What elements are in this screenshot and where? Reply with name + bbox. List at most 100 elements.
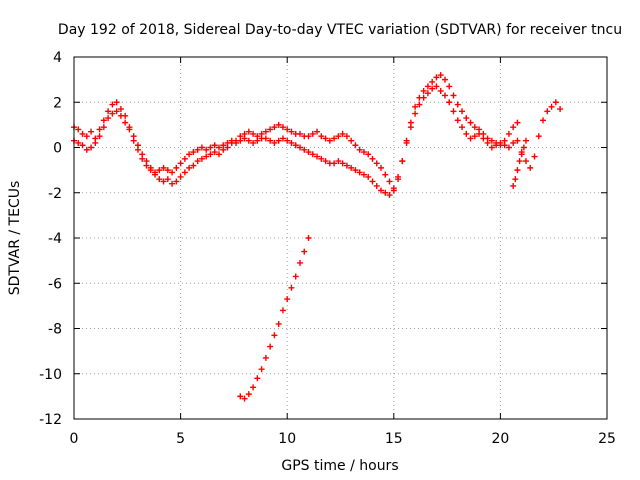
data-point bbox=[122, 119, 129, 126]
y-tick-label: -4 bbox=[48, 231, 62, 247]
data-point bbox=[177, 173, 184, 180]
data-point bbox=[429, 78, 436, 85]
data-point bbox=[450, 108, 457, 115]
data-point bbox=[190, 149, 197, 156]
data-point bbox=[360, 149, 367, 156]
data-point bbox=[512, 176, 519, 183]
data-point bbox=[100, 117, 107, 124]
data-point bbox=[83, 133, 90, 140]
data-point bbox=[288, 284, 295, 291]
data-point bbox=[514, 137, 521, 144]
data-point bbox=[284, 296, 291, 303]
data-point bbox=[233, 139, 240, 146]
data-point bbox=[352, 142, 359, 149]
data-point bbox=[88, 144, 95, 151]
data-point bbox=[395, 173, 402, 180]
data-point bbox=[441, 76, 448, 83]
x-tick-label: 10 bbox=[278, 431, 296, 447]
data-point bbox=[288, 128, 295, 135]
data-point bbox=[373, 160, 380, 167]
data-point bbox=[271, 124, 278, 131]
data-point bbox=[301, 146, 308, 153]
data-point bbox=[237, 137, 244, 144]
data-point bbox=[96, 126, 103, 133]
data-point bbox=[420, 94, 427, 101]
y-tick-label: -8 bbox=[48, 322, 62, 338]
data-point bbox=[228, 137, 235, 144]
data-point bbox=[343, 162, 350, 169]
data-point bbox=[488, 144, 495, 151]
x-tick-labels: 0 5 10 15 20 25 bbox=[70, 431, 616, 447]
grid bbox=[74, 57, 607, 419]
data-point bbox=[160, 178, 167, 185]
data-point bbox=[96, 133, 103, 140]
data-point bbox=[314, 128, 321, 135]
data-point bbox=[420, 87, 427, 94]
data-point bbox=[488, 137, 495, 144]
data-point bbox=[433, 83, 440, 90]
data-point bbox=[156, 167, 163, 174]
data-point bbox=[279, 307, 286, 314]
data-point bbox=[262, 354, 269, 361]
data-point bbox=[245, 391, 252, 398]
data-point bbox=[181, 155, 188, 162]
y-tick-label: -6 bbox=[48, 276, 62, 292]
data-point bbox=[126, 126, 133, 133]
y-tick-labels: -12 -10 -8 -6 -4 -2 0 2 4 bbox=[39, 50, 62, 428]
data-point bbox=[522, 137, 529, 144]
data-point bbox=[105, 115, 112, 122]
data-point bbox=[505, 130, 512, 137]
data-point bbox=[292, 273, 299, 280]
data-point bbox=[288, 139, 295, 146]
data-point bbox=[369, 178, 376, 185]
data-point bbox=[548, 103, 555, 110]
data-point bbox=[339, 160, 346, 167]
data-point bbox=[446, 99, 453, 106]
data-point bbox=[365, 173, 372, 180]
data-point bbox=[262, 135, 269, 142]
data-point bbox=[79, 142, 86, 149]
data-point bbox=[181, 169, 188, 176]
data-point bbox=[241, 395, 248, 402]
data-point bbox=[173, 164, 180, 171]
data-point bbox=[250, 130, 257, 137]
data-point bbox=[211, 142, 218, 149]
data-point bbox=[437, 87, 444, 94]
data-point bbox=[169, 180, 176, 187]
data-point bbox=[480, 135, 487, 142]
data-point bbox=[305, 149, 312, 156]
series-main-arc bbox=[71, 72, 521, 192]
data-point bbox=[309, 151, 316, 158]
data-point bbox=[215, 144, 222, 151]
data-point bbox=[463, 130, 470, 137]
data-point bbox=[518, 151, 525, 158]
data-point bbox=[348, 164, 355, 171]
data-point bbox=[203, 146, 210, 153]
data-point bbox=[463, 115, 470, 122]
data-point bbox=[467, 119, 474, 126]
y-axis-label: SDTVAR / TECUs bbox=[7, 181, 23, 296]
data-point bbox=[522, 158, 529, 165]
data-point bbox=[203, 153, 210, 160]
data-point bbox=[497, 139, 504, 146]
data-point bbox=[224, 139, 231, 146]
data-point bbox=[250, 384, 257, 391]
data-point bbox=[446, 83, 453, 90]
data-point bbox=[416, 101, 423, 108]
data-point bbox=[305, 235, 312, 241]
data-point bbox=[386, 192, 393, 199]
data-point bbox=[267, 137, 274, 144]
data-point bbox=[160, 164, 167, 171]
data-point bbox=[164, 176, 171, 183]
data-point bbox=[520, 144, 527, 151]
data-point bbox=[296, 130, 303, 137]
data-point bbox=[117, 112, 124, 119]
data-point bbox=[271, 139, 278, 146]
data-point bbox=[130, 137, 137, 144]
series-descending-segment bbox=[237, 235, 312, 402]
data-point bbox=[335, 158, 342, 165]
data-point bbox=[527, 164, 534, 171]
data-point bbox=[314, 153, 321, 160]
data-point bbox=[198, 155, 205, 162]
data-point bbox=[348, 137, 355, 144]
